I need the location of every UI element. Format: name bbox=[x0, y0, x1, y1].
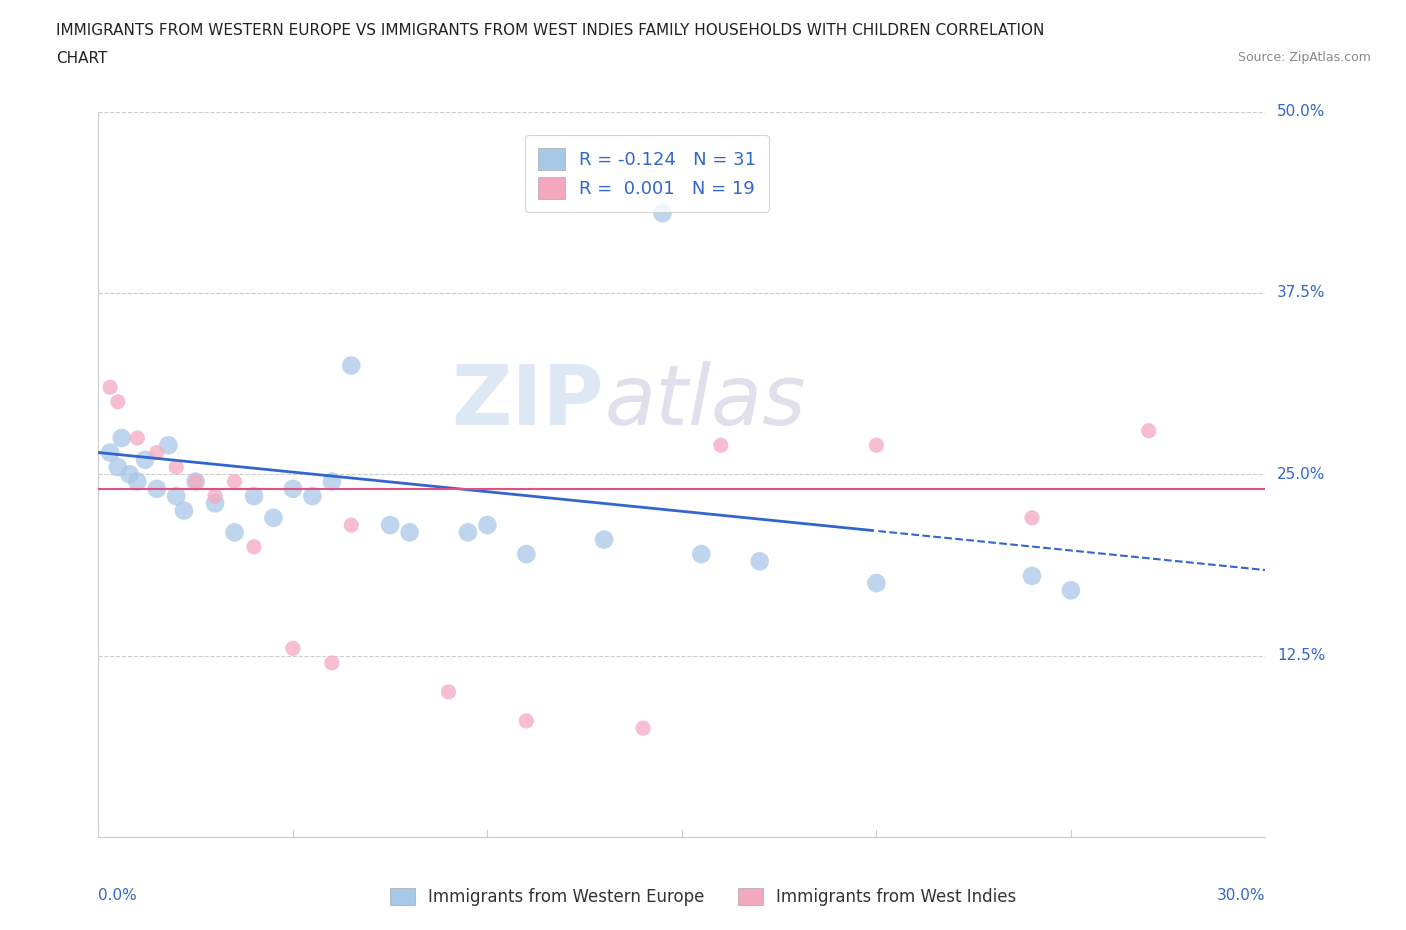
Point bbox=[224, 525, 246, 539]
Point bbox=[243, 539, 266, 554]
Point bbox=[98, 379, 121, 394]
Point bbox=[865, 576, 887, 591]
Point bbox=[146, 482, 169, 497]
Point bbox=[380, 518, 402, 533]
Text: atlas: atlas bbox=[605, 361, 806, 443]
Point bbox=[1060, 583, 1083, 598]
Point bbox=[204, 488, 226, 503]
Text: 50.0%: 50.0% bbox=[1277, 104, 1326, 119]
Point bbox=[1137, 423, 1160, 438]
Point bbox=[398, 525, 420, 539]
Point bbox=[1021, 511, 1043, 525]
Point bbox=[1021, 568, 1043, 583]
Text: IMMIGRANTS FROM WESTERN EUROPE VS IMMIGRANTS FROM WEST INDIES FAMILY HOUSEHOLDS : IMMIGRANTS FROM WESTERN EUROPE VS IMMIGR… bbox=[56, 23, 1045, 38]
Point bbox=[651, 206, 673, 220]
Point bbox=[107, 394, 129, 409]
Point bbox=[457, 525, 479, 539]
Point bbox=[281, 641, 304, 656]
Point bbox=[477, 518, 499, 533]
Point bbox=[321, 656, 343, 671]
Point bbox=[107, 459, 129, 474]
Point bbox=[262, 511, 284, 525]
Point bbox=[134, 452, 156, 467]
Point bbox=[340, 358, 363, 373]
Point bbox=[437, 684, 460, 699]
Point bbox=[281, 482, 304, 497]
Legend: Immigrants from Western Europe, Immigrants from West Indies: Immigrants from Western Europe, Immigran… bbox=[382, 881, 1024, 912]
Point bbox=[118, 467, 141, 482]
Point bbox=[173, 503, 195, 518]
Point bbox=[301, 488, 323, 503]
Point bbox=[184, 474, 207, 489]
Point bbox=[515, 713, 537, 728]
Text: CHART: CHART bbox=[56, 51, 108, 66]
Point bbox=[127, 474, 149, 489]
Text: 12.5%: 12.5% bbox=[1277, 648, 1326, 663]
Text: 37.5%: 37.5% bbox=[1277, 286, 1326, 300]
Point bbox=[631, 721, 654, 736]
Point bbox=[748, 554, 770, 569]
Point bbox=[321, 474, 343, 489]
Point bbox=[165, 459, 187, 474]
Text: 25.0%: 25.0% bbox=[1277, 467, 1326, 482]
Point bbox=[340, 518, 363, 533]
Point bbox=[127, 431, 149, 445]
Point bbox=[690, 547, 713, 562]
Point bbox=[224, 474, 246, 489]
Point bbox=[165, 488, 187, 503]
Point bbox=[98, 445, 121, 460]
Point bbox=[710, 438, 733, 453]
Point bbox=[204, 496, 226, 511]
Point bbox=[111, 431, 134, 445]
Legend: R = -0.124   N = 31, R =  0.001   N = 19: R = -0.124 N = 31, R = 0.001 N = 19 bbox=[524, 135, 769, 212]
Text: 0.0%: 0.0% bbox=[98, 888, 138, 903]
Point bbox=[593, 532, 616, 547]
Text: Source: ZipAtlas.com: Source: ZipAtlas.com bbox=[1237, 51, 1371, 64]
Point bbox=[515, 547, 537, 562]
Point bbox=[865, 438, 887, 453]
Text: ZIP: ZIP bbox=[451, 361, 605, 443]
Point bbox=[184, 474, 207, 489]
Point bbox=[157, 438, 180, 453]
Text: 30.0%: 30.0% bbox=[1218, 888, 1265, 903]
Point bbox=[243, 488, 266, 503]
Point bbox=[146, 445, 169, 460]
